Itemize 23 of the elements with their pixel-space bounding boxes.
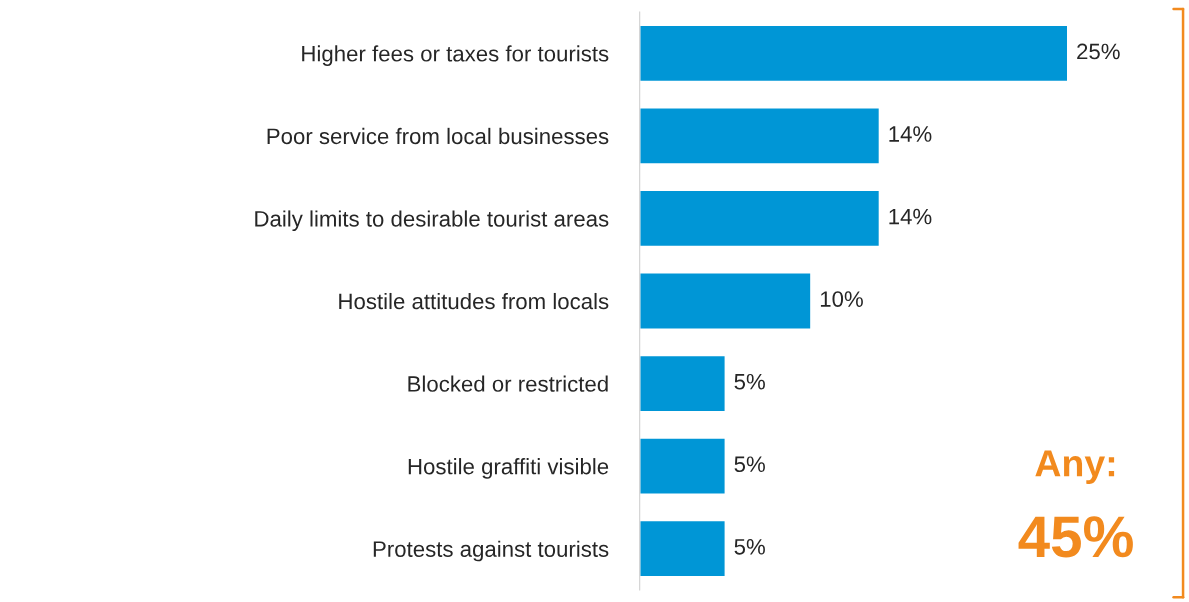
bar <box>639 272 812 330</box>
bar <box>639 437 726 495</box>
bar <box>639 519 726 578</box>
y-tick-label: Hostile attitudes from locals <box>339 292 609 310</box>
y-tick-label: Hostile graffiti visible <box>408 458 609 479</box>
bar <box>639 107 881 165</box>
annotation: 45% <box>1018 516 1133 558</box>
data-label: 14% <box>889 126 932 142</box>
bar <box>639 354 726 413</box>
data-label: 5% <box>734 373 765 390</box>
data-label: 10% <box>820 291 863 307</box>
bar <box>639 189 881 248</box>
y-tick-label: Poor service from local businesses <box>267 127 609 145</box>
y-tick-label: Higher fees or taxes for tourists <box>302 45 609 66</box>
data-label: 25% <box>1077 43 1120 60</box>
y-tick-label: Protests against tourists <box>373 540 609 562</box>
bar <box>639 24 1069 83</box>
data-label: 5% <box>734 539 765 555</box>
data-label: 5% <box>734 456 765 473</box>
data-label: 14% <box>889 208 932 225</box>
annotation: Any: <box>1035 450 1115 485</box>
y-tick-label: Daily limits to desirable tourist areas <box>255 210 609 232</box>
y-tick-label: Blocked or restricted <box>408 375 608 392</box>
